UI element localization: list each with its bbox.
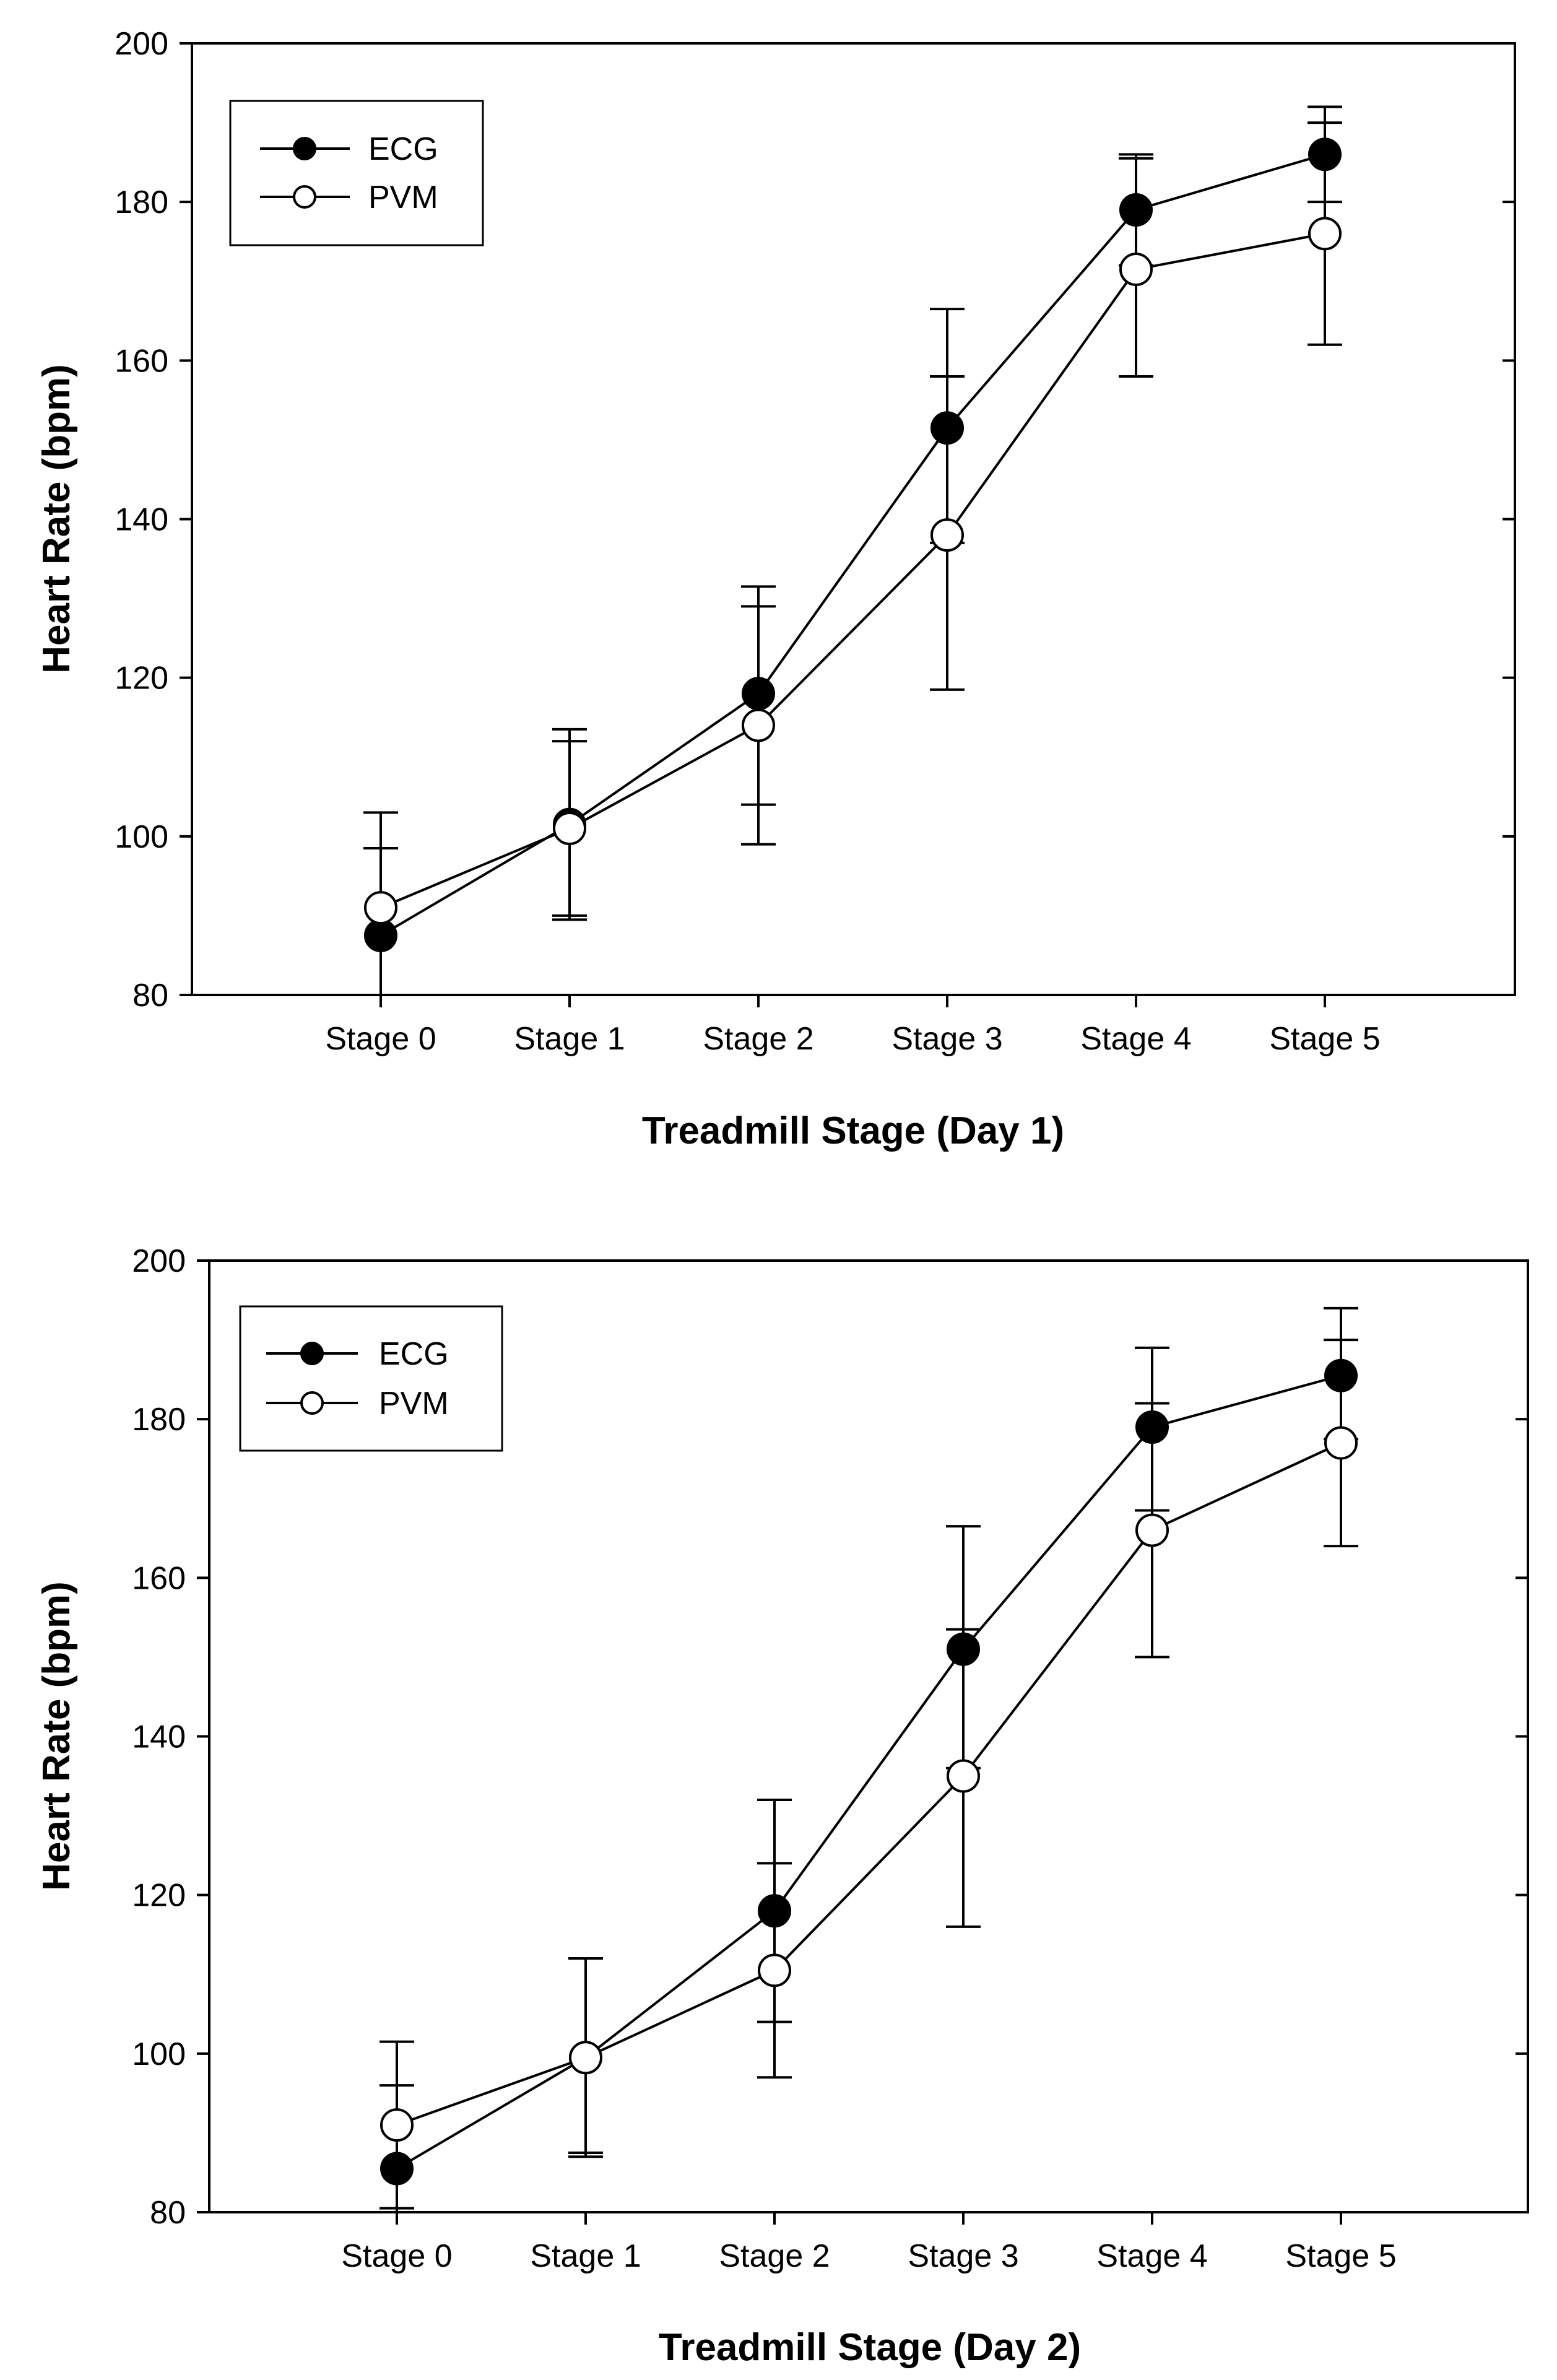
y-tick-label: 200 xyxy=(115,26,168,62)
x-axis: Stage 0 Stage 1 Stage 2 Stage 3 Stage 4 Stage… xyxy=(341,2212,1397,2274)
x-tick-label: Stage 3 xyxy=(891,1021,1002,1057)
y-axis-title: Heart Rate (bpm) xyxy=(35,364,78,674)
y-axis: 80 100 120 140 160 180 200 xyxy=(132,1243,1528,2231)
legend-marker-ecg xyxy=(300,1342,324,1365)
data-point-pvm xyxy=(1308,217,1342,251)
legend-label-pvm: PVM xyxy=(379,1386,449,1422)
data-point-pvm xyxy=(1119,253,1153,287)
legend: ECG PVM xyxy=(229,100,484,246)
legend-marker-ecg xyxy=(293,137,316,160)
y-tick-label: 120 xyxy=(132,1878,186,1914)
x-tick-label: Stage 3 xyxy=(908,2238,1018,2274)
y-tick-label: 180 xyxy=(132,1402,186,1438)
data-point-pvm xyxy=(553,812,586,846)
y-tick-label: 100 xyxy=(132,2036,186,2072)
data-point-pvm xyxy=(569,2041,602,2075)
data-point-ecg xyxy=(1119,193,1153,227)
data-point-pvm xyxy=(1135,1513,1169,1547)
x-tick-label: Stage 5 xyxy=(1269,1021,1380,1057)
series-line-ecg xyxy=(396,1374,1342,2170)
data-point-pvm xyxy=(1324,1426,1358,1460)
data-point-ecg xyxy=(1324,1358,1358,1392)
legend-box xyxy=(229,100,484,246)
x-tick-label: Stage 5 xyxy=(1285,2238,1396,2274)
series-lines xyxy=(379,153,1325,937)
x-tick-label: Stage 4 xyxy=(1096,2238,1207,2274)
legend-label-pvm: PVM xyxy=(368,180,438,215)
x-tick-label: Stage 0 xyxy=(325,1021,436,1057)
y-tick-label: 120 xyxy=(115,661,168,697)
x-axis-title: Treadmill Stage (Day 2) xyxy=(659,2326,1081,2369)
data-point-ecg xyxy=(930,411,964,445)
series-markers xyxy=(380,1358,1358,2186)
x-tick-label: Stage 2 xyxy=(703,1021,813,1057)
data-point-ecg xyxy=(1308,137,1342,172)
x-tick-label: Stage 1 xyxy=(530,2238,641,2274)
x-tick-label: Stage 1 xyxy=(514,1021,625,1057)
data-point-pvm xyxy=(742,708,775,742)
legend-marker-pvm xyxy=(293,185,316,209)
data-point-ecg xyxy=(364,918,397,952)
data-point-ecg xyxy=(947,1632,980,1666)
x-tick-label: Stage 2 xyxy=(719,2238,830,2274)
series-markers xyxy=(364,137,1342,952)
error-bars xyxy=(363,105,1342,995)
y-tick-label: 80 xyxy=(132,978,168,1014)
data-point-pvm xyxy=(947,1759,980,1793)
data-point-pvm xyxy=(380,2108,414,2142)
y-tick-label: 160 xyxy=(115,343,168,379)
x-axis: Stage 0 Stage 1 Stage 2 Stage 3 Stage 4 Stage… xyxy=(325,995,1381,1057)
y-axis: 80 100 120 140 160 180 200 xyxy=(115,26,1515,1014)
data-point-ecg xyxy=(380,2152,414,2186)
error-bars xyxy=(379,1306,1358,2212)
series-line-pvm xyxy=(380,232,1325,909)
legend-label-ecg: ECG xyxy=(368,131,438,167)
x-axis-title: Treadmill Stage (Day 1) xyxy=(642,1110,1064,1152)
data-point-ecg xyxy=(1135,1410,1169,1444)
data-point-pvm xyxy=(758,1953,791,1987)
legend-marker-pvm xyxy=(300,1391,324,1415)
data-point-ecg xyxy=(742,677,775,711)
series-line-ecg xyxy=(379,153,1325,937)
data-point-ecg xyxy=(758,1894,791,1928)
y-tick-label: 140 xyxy=(115,502,168,538)
y-axis-title: Heart Rate (bpm) xyxy=(35,1581,78,1891)
y-tick-label: 80 xyxy=(150,2195,186,2231)
series-line-pvm xyxy=(396,1441,1342,2126)
y-tick-label: 100 xyxy=(115,819,168,855)
x-tick-label: Stage 0 xyxy=(341,2238,452,2274)
legend: ECG PVM xyxy=(239,1305,503,1452)
y-tick-label: 180 xyxy=(115,185,168,220)
y-tick-label: 200 xyxy=(132,1243,186,1279)
legend-box xyxy=(239,1305,503,1452)
y-tick-label: 140 xyxy=(132,1719,186,1755)
x-tick-label: Stage 4 xyxy=(1080,1021,1191,1057)
y-tick-label: 160 xyxy=(132,1560,186,1596)
series-lines xyxy=(396,1374,1342,2170)
data-point-pvm xyxy=(930,518,964,552)
legend-label-ecg: ECG xyxy=(379,1336,449,1372)
data-point-pvm xyxy=(364,891,397,925)
